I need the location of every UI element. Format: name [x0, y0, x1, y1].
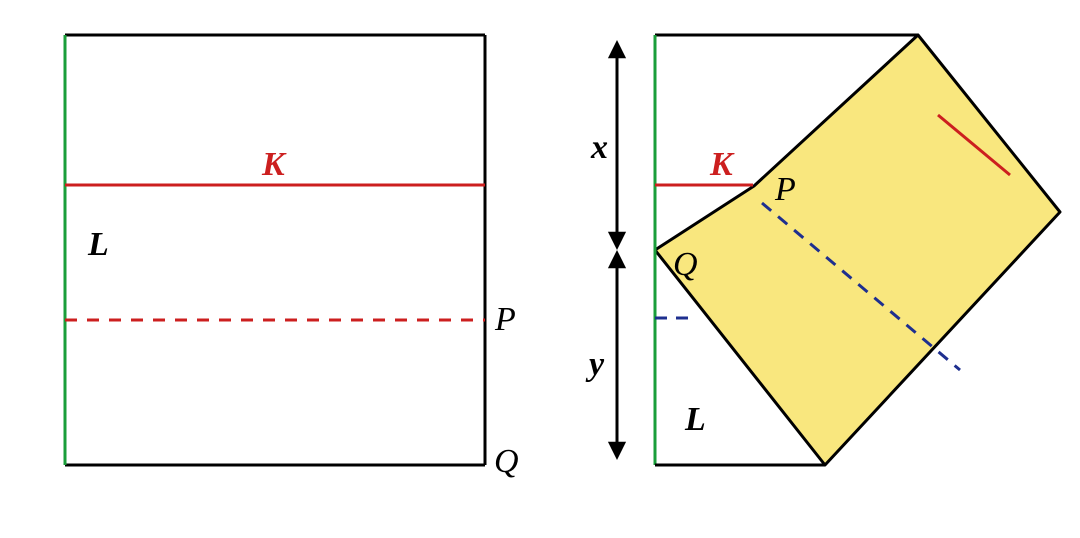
- arrowhead: [608, 232, 626, 250]
- right-P-label: P: [774, 171, 796, 208]
- right-K-label: K: [709, 146, 735, 183]
- x-dim-label: x: [590, 129, 608, 166]
- arrowhead: [608, 250, 626, 268]
- arrowhead: [608, 40, 626, 58]
- left-P-label: P: [494, 301, 516, 338]
- fold-polygon: [655, 35, 1060, 465]
- y-dim-label: y: [585, 346, 605, 383]
- right-Q-label: Q: [673, 246, 698, 283]
- left-K-label: K: [261, 146, 287, 183]
- right-L-label: L: [684, 401, 706, 438]
- left-Q-label: Q: [494, 443, 519, 480]
- arrowhead: [608, 442, 626, 460]
- left-L-label: L: [87, 226, 109, 263]
